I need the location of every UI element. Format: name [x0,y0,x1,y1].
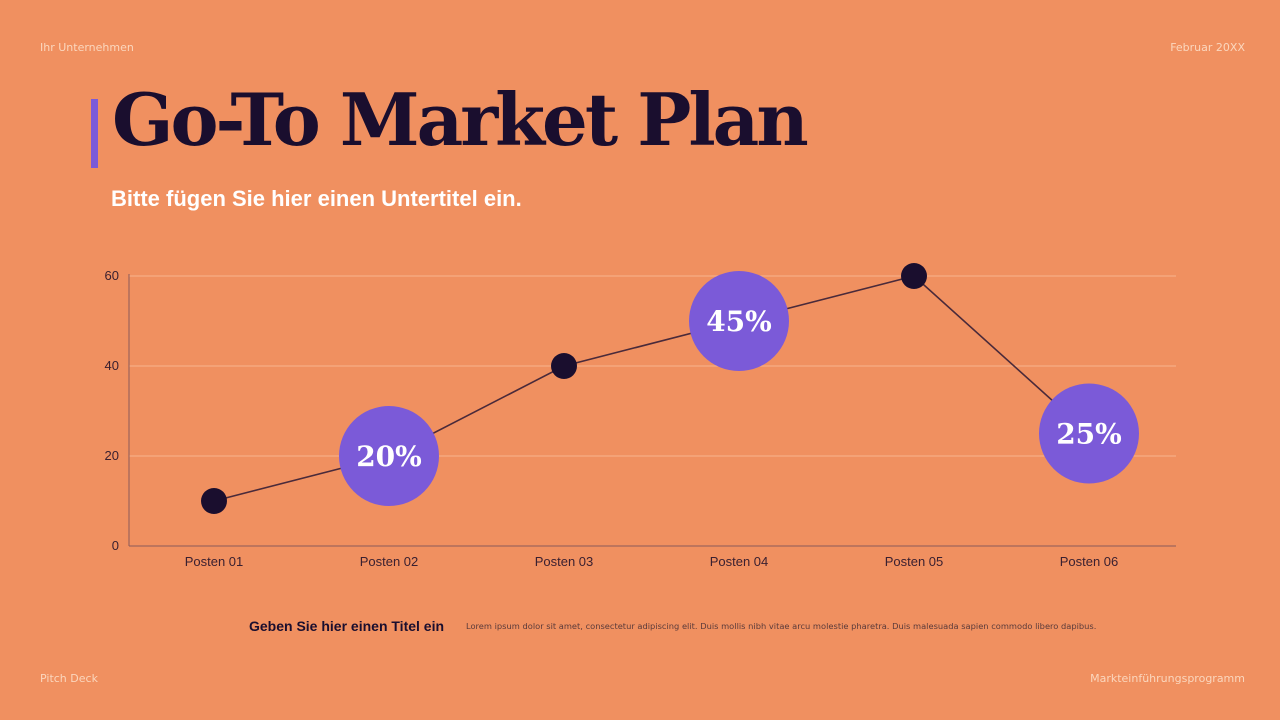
y-tick-label: 0 [112,538,119,553]
percentage-label: 25% [1056,418,1122,451]
percentage-bubble [1039,383,1139,484]
caption-title: Geben Sie hier einen Titel ein [249,618,445,634]
percentage-label: 45% [706,305,772,338]
percentage-label: 20% [356,440,422,473]
data-point [901,263,927,289]
x-tick-label: Posten 03 [535,554,594,569]
x-tick-label: Posten 06 [1060,554,1119,569]
percentage-bubble [689,271,789,371]
x-tick-label: Posten 01 [185,554,244,569]
deck-label: Pitch Deck [40,672,98,685]
y-tick-label: 60 [105,268,119,283]
presentation-date: Februar 20XX [1170,41,1245,54]
caption-text: Lorem ipsum dolor sit amet, consectetur … [466,621,1097,631]
data-point [201,488,227,514]
page-title: Go-To Market Plan [112,77,809,162]
x-tick-label: Posten 05 [885,554,944,569]
x-tick-label: Posten 04 [710,554,769,569]
y-tick-label: 20 [105,448,119,463]
x-tick-label: Posten 02 [360,554,419,569]
title-accent-bar [91,99,98,168]
company-name: Ihr Unternehmen [40,41,134,54]
page-subtitle: Bitte fügen Sie hier einen Untertitel ei… [111,186,522,211]
program-label: Markteinführungsprogramm [1090,672,1245,685]
data-point [551,353,577,379]
y-tick-label: 40 [105,358,119,373]
percentage-bubble [339,406,439,506]
